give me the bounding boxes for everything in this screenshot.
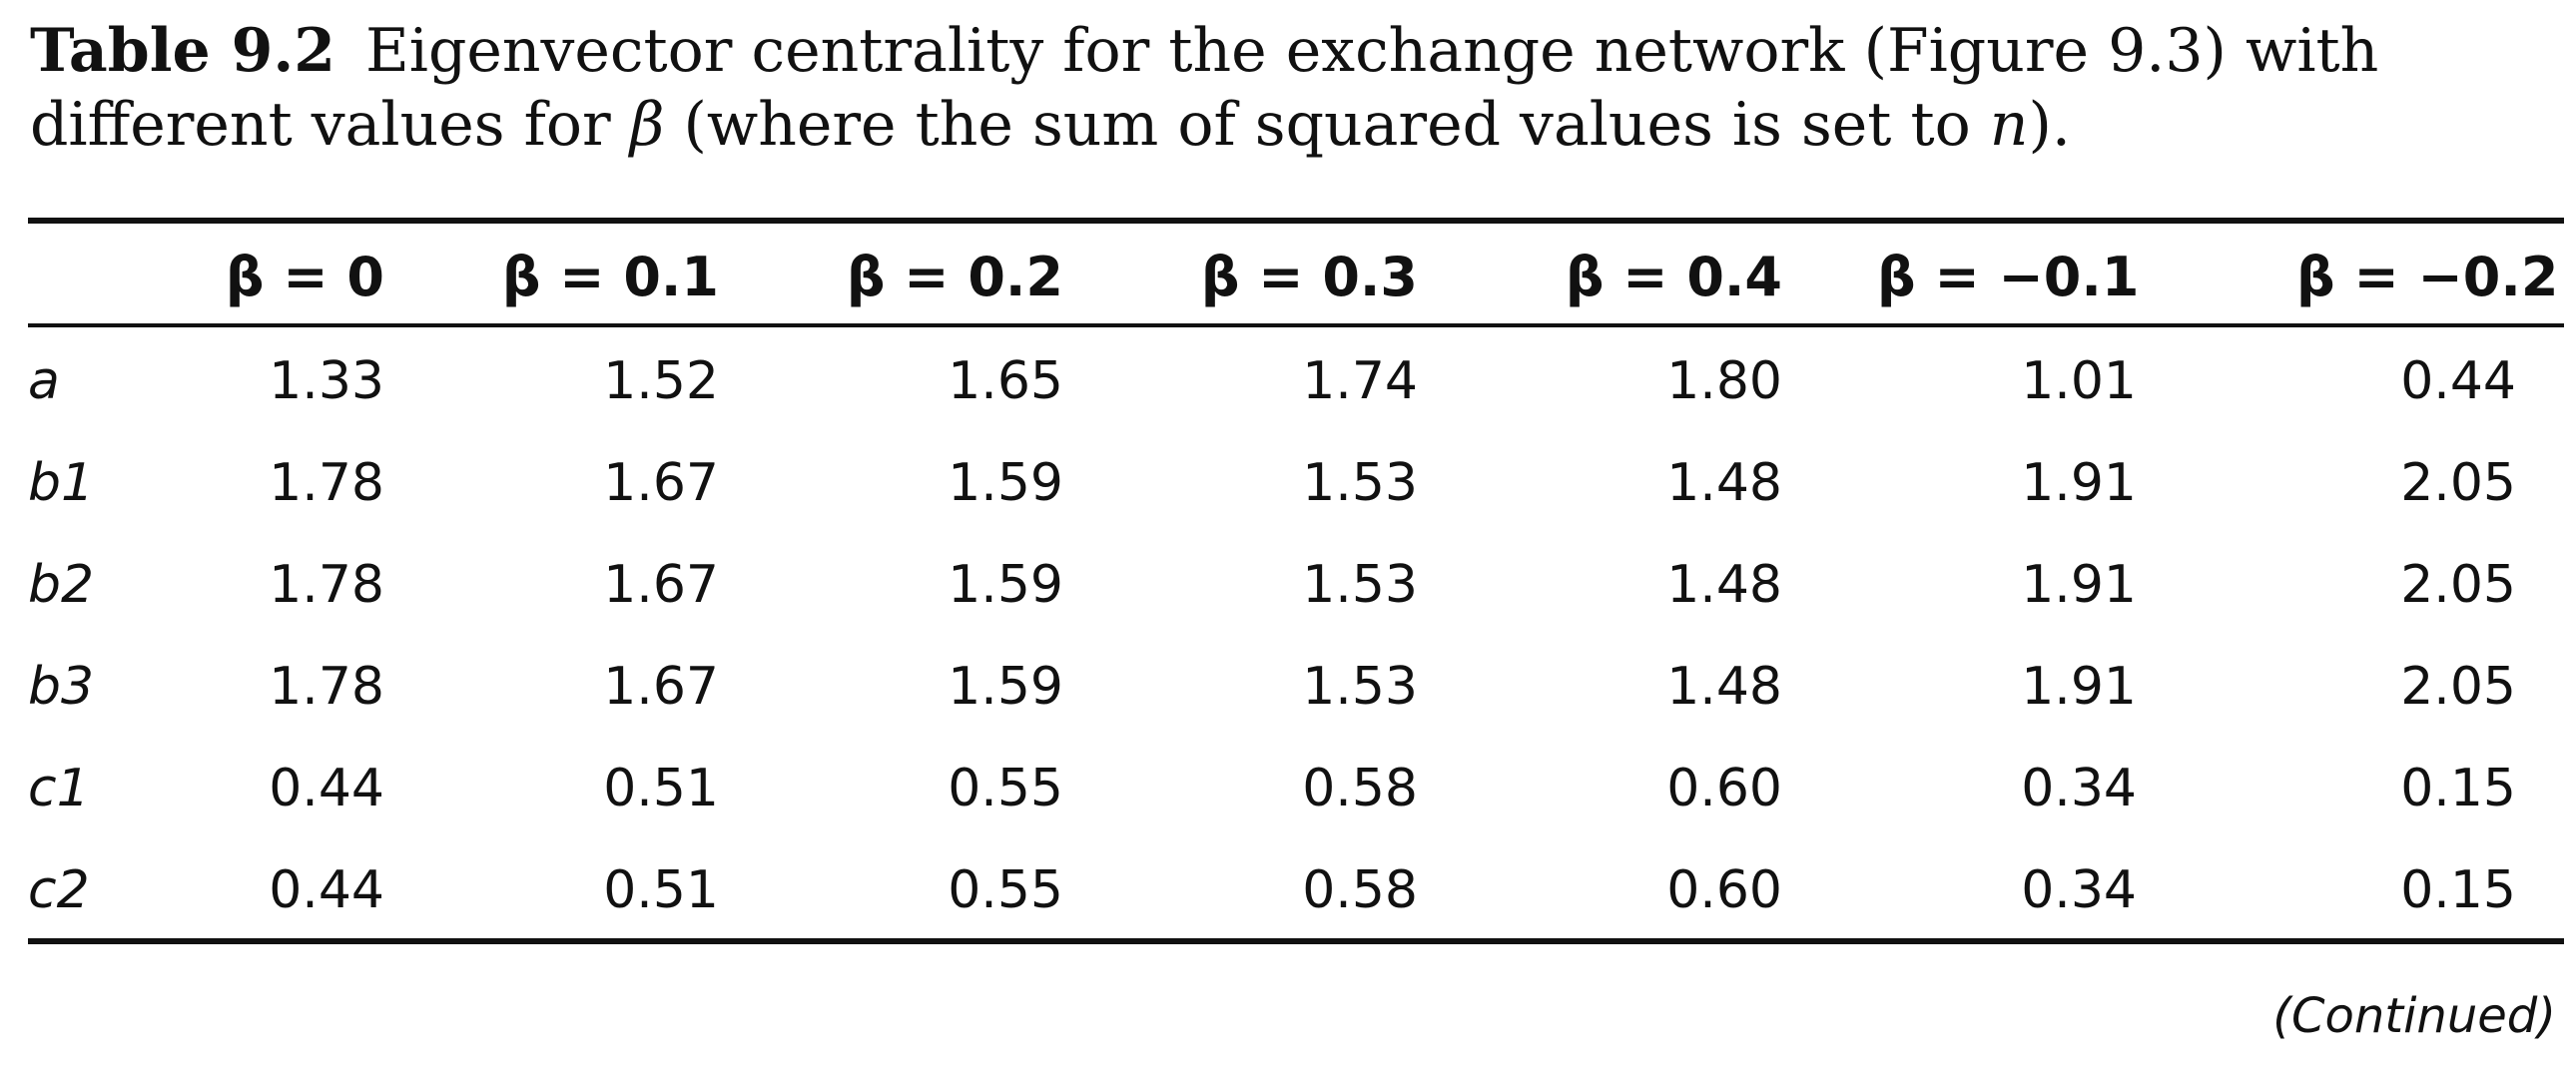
table-cell: 0.55: [948, 759, 1063, 818]
column-header: β = −0.1: [1877, 246, 2140, 308]
table-number: Table 9.2: [30, 16, 335, 86]
table-cell: 1.53: [1302, 555, 1418, 615]
table-cell: 1.91: [2021, 555, 2137, 615]
table-top-rule: [28, 218, 2564, 224]
table-cell: 1.78: [269, 657, 384, 717]
table-cell: 1.48: [1666, 555, 1782, 615]
column-header: β = 0: [225, 246, 384, 308]
table-cell: 1.67: [603, 453, 719, 513]
table-cell: 1.65: [948, 351, 1063, 411]
table-cell: 0.34: [2021, 860, 2137, 920]
column-header: β = 0.3: [1200, 246, 1418, 308]
table-cell: 0.51: [603, 759, 719, 818]
table-cell: 1.67: [603, 555, 719, 615]
table-cell: 1.91: [2021, 453, 2137, 513]
table-cell: 0.58: [1302, 759, 1418, 818]
column-header: β = 0.4: [1565, 246, 1782, 308]
caption-n-symbol: n: [1989, 90, 2029, 160]
table-cell: 0.60: [1666, 759, 1782, 818]
table-cell: 1.53: [1302, 453, 1418, 513]
table-cell: 1.78: [269, 555, 384, 615]
table-cell: 1.59: [948, 657, 1063, 717]
table-cell: 0.15: [2400, 759, 2516, 818]
table-cell: 0.44: [2400, 351, 2516, 411]
table-header-rule: [28, 323, 2564, 327]
caption-beta-symbol: β: [629, 90, 665, 160]
table-cell: 1.67: [603, 657, 719, 717]
table-cell: 1.59: [948, 453, 1063, 513]
table-cell: 1.48: [1666, 657, 1782, 717]
table-cell: 0.34: [2021, 759, 2137, 818]
table-cell: 1.91: [2021, 657, 2137, 717]
continued-note: (Continued): [2272, 988, 2556, 1044]
table-cell: 0.58: [1302, 860, 1418, 920]
caption-text-middle: (where the sum of squared values is set …: [664, 90, 1990, 160]
table-cell: 0.44: [269, 759, 384, 818]
table-cell: 2.05: [2400, 657, 2516, 717]
caption-text-before: Eigenvector centrality for the exchange …: [30, 16, 2379, 160]
table-cell: 1.74: [1302, 351, 1418, 411]
table-bottom-rule: [28, 938, 2564, 944]
table-caption: Table 9.2 Eigenvector centrality for the …: [30, 14, 2546, 162]
column-header: β = −0.2: [2296, 246, 2559, 308]
table-cell: 1.33: [269, 351, 384, 411]
row-label: b3: [28, 657, 95, 717]
table-cell: 0.51: [603, 860, 719, 920]
table-cell: 0.44: [269, 860, 384, 920]
table-cell: 1.78: [269, 453, 384, 513]
table-cell: 1.52: [603, 351, 719, 411]
table-cell: 1.59: [948, 555, 1063, 615]
row-label: c1: [28, 759, 90, 818]
table-cell: 1.53: [1302, 657, 1418, 717]
table-cell: 1.48: [1666, 453, 1782, 513]
row-label: c2: [28, 860, 90, 920]
table-cell: 0.60: [1666, 860, 1782, 920]
table-cell: 2.05: [2400, 555, 2516, 615]
column-header: β = 0.1: [501, 246, 719, 308]
column-header: β = 0.2: [846, 246, 1063, 308]
table-cell: 0.15: [2400, 860, 2516, 920]
row-label: b1: [28, 453, 95, 513]
caption-text-after: ).: [2028, 90, 2071, 160]
table-cell: 1.80: [1666, 351, 1782, 411]
table-cell: 0.55: [948, 860, 1063, 920]
table-cell: 2.05: [2400, 453, 2516, 513]
row-label: a: [28, 351, 60, 411]
row-label: b2: [28, 555, 95, 615]
table-cell: 1.01: [2021, 351, 2137, 411]
